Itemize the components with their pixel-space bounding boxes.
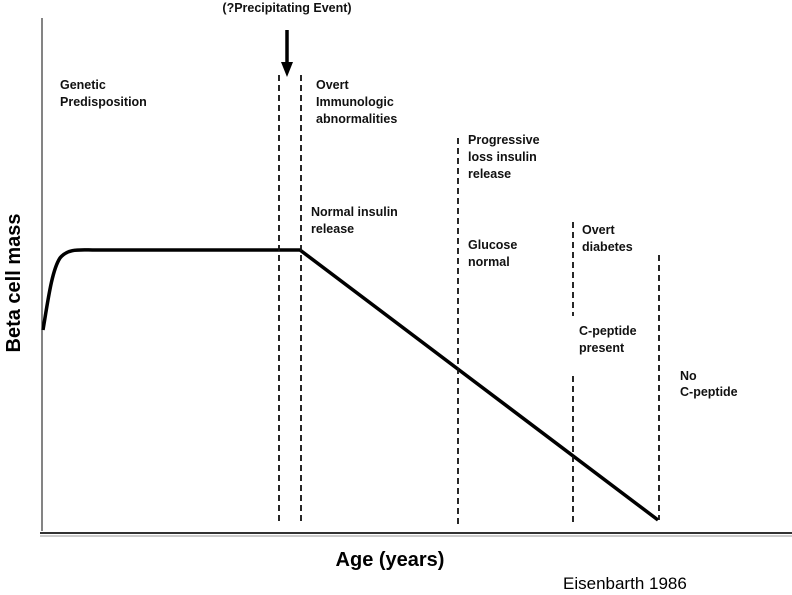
stage-line-text: diabetes: [582, 240, 633, 254]
beta-cell-curve: [41, 248, 660, 522]
stage-label: Glucose normal: [468, 238, 521, 269]
stage-label: C-peptide present: [579, 324, 640, 355]
stage-line-text: release: [468, 167, 511, 181]
stage-label: Genetic Predisposition: [60, 78, 147, 109]
stage-line-text: Genetic: [60, 78, 106, 92]
stage-line-text: Normal insulin: [311, 205, 398, 219]
stage-line-text: Glucose: [468, 238, 517, 252]
stage-line-text: Overt: [582, 223, 615, 237]
stage-line-text: Progressive: [468, 133, 540, 147]
stage-line-text: release: [311, 222, 354, 236]
stage-line-text: C-peptide: [680, 385, 738, 399]
stage-line-text: loss insulin: [468, 150, 537, 164]
stage-label: Overt Immunologic abnormalities: [316, 78, 397, 126]
stage-line-text: Immunologic: [316, 95, 394, 109]
event-label: (?Precipitating Event): [222, 1, 351, 15]
x-axis-label: Age (years): [336, 549, 445, 571]
stage-line-text: abnormalities: [316, 112, 397, 126]
stage-line-text: present: [579, 341, 625, 355]
stage-line-text: Predisposition: [60, 95, 147, 109]
stage-label: Progressive loss insulin release: [468, 133, 543, 181]
stage-label: No C-peptide: [680, 369, 738, 399]
stage-label: Overt diabetes: [582, 223, 633, 254]
source-label: Eisenbarth 1986: [563, 574, 687, 593]
stage-line-text: No: [680, 369, 697, 383]
y-axis-label: Beta cell mass: [3, 214, 25, 353]
stage-label: Normal insulin release: [311, 205, 401, 236]
stage-line-text: Overt: [316, 78, 349, 92]
stage-line-text: normal: [468, 255, 510, 269]
event-arrowhead: [281, 62, 293, 77]
stage-line-text: C-peptide: [579, 324, 637, 338]
